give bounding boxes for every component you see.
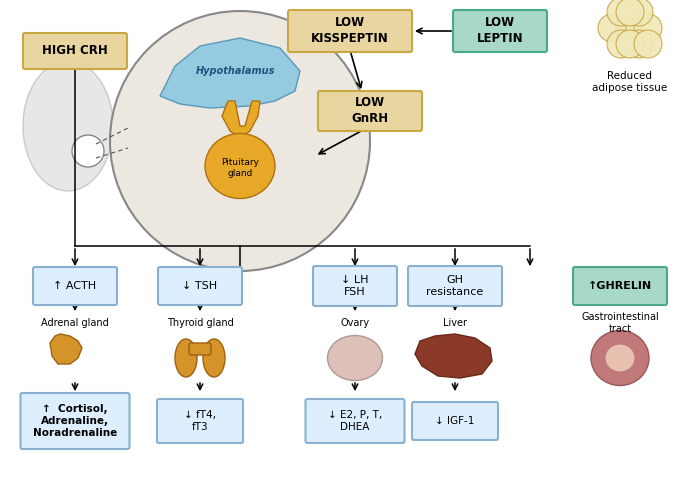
FancyBboxPatch shape (33, 267, 117, 305)
Circle shape (607, 30, 635, 58)
Circle shape (634, 14, 662, 42)
Circle shape (616, 0, 644, 26)
Circle shape (625, 30, 653, 58)
FancyBboxPatch shape (157, 399, 243, 443)
Circle shape (625, 0, 653, 26)
Text: Hypothalamus: Hypothalamus (195, 66, 274, 76)
Ellipse shape (605, 344, 635, 372)
Ellipse shape (591, 330, 649, 385)
FancyBboxPatch shape (318, 91, 422, 131)
Circle shape (110, 11, 370, 271)
Text: Ovary: Ovary (340, 318, 370, 328)
Ellipse shape (175, 339, 197, 377)
Text: Adrenal gland: Adrenal gland (41, 318, 109, 328)
Circle shape (598, 14, 626, 42)
FancyBboxPatch shape (313, 266, 397, 306)
Circle shape (72, 135, 104, 167)
Text: ↑  Cortisol,
Adrenaline,
Noradrenaline: ↑ Cortisol, Adrenaline, Noradrenaline (33, 403, 117, 438)
Circle shape (616, 30, 644, 58)
Circle shape (616, 14, 644, 42)
Polygon shape (160, 38, 300, 108)
Text: LOW
KISSPEPTIN: LOW KISSPEPTIN (311, 17, 389, 46)
Text: ↓ E2, P, T,
DHEA: ↓ E2, P, T, DHEA (328, 410, 382, 432)
Text: ↑GHRELIN: ↑GHRELIN (588, 281, 652, 291)
Ellipse shape (205, 134, 275, 198)
Text: Pituitary
gland: Pituitary gland (221, 158, 259, 178)
Text: ↓ LH
FSH: ↓ LH FSH (342, 275, 369, 297)
Polygon shape (415, 334, 492, 378)
Circle shape (607, 0, 635, 26)
Text: Liver: Liver (443, 318, 467, 328)
FancyBboxPatch shape (573, 267, 667, 305)
FancyBboxPatch shape (412, 402, 498, 440)
Text: ↓ TSH: ↓ TSH (183, 281, 218, 291)
FancyBboxPatch shape (158, 267, 242, 305)
FancyBboxPatch shape (20, 393, 130, 449)
Ellipse shape (328, 335, 382, 381)
FancyBboxPatch shape (408, 266, 502, 306)
Text: ↑ ACTH: ↑ ACTH (53, 281, 97, 291)
Ellipse shape (23, 61, 113, 191)
FancyBboxPatch shape (305, 399, 405, 443)
FancyBboxPatch shape (288, 10, 412, 52)
Text: Gastrointestinal
tract: Gastrointestinal tract (581, 312, 659, 334)
Text: LOW
GnRH: LOW GnRH (351, 97, 388, 125)
Ellipse shape (203, 339, 225, 377)
Text: ↓ fT4,
fT3: ↓ fT4, fT3 (184, 410, 216, 432)
Polygon shape (50, 334, 82, 364)
FancyBboxPatch shape (23, 33, 127, 69)
FancyBboxPatch shape (189, 343, 211, 355)
Text: Reduced
adipose tissue: Reduced adipose tissue (592, 71, 668, 93)
Text: HIGH CRH: HIGH CRH (42, 45, 108, 57)
Text: ↓ IGF-1: ↓ IGF-1 (435, 416, 475, 426)
Circle shape (634, 30, 662, 58)
Text: GH
resistance: GH resistance (426, 275, 484, 297)
Text: Thyroid gland: Thyroid gland (167, 318, 233, 328)
Text: LOW
LEPTIN: LOW LEPTIN (477, 17, 524, 46)
Polygon shape (222, 101, 260, 138)
FancyBboxPatch shape (453, 10, 547, 52)
